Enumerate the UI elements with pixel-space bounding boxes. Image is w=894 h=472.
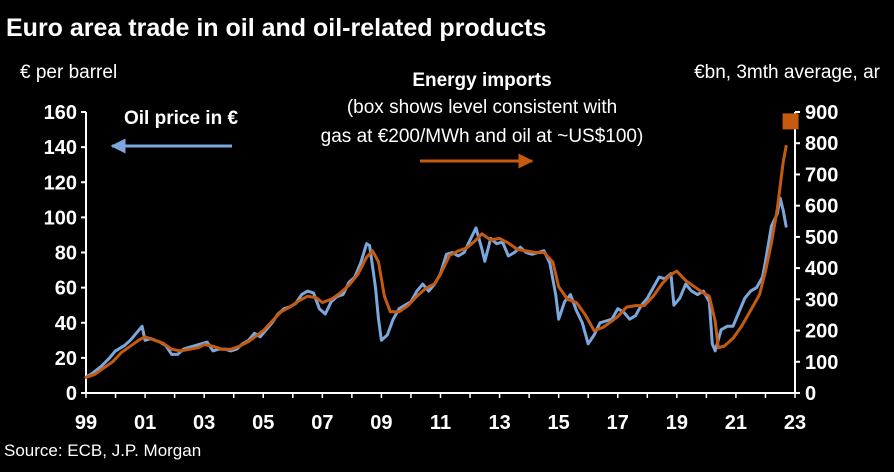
right-tick-label: 600 xyxy=(805,196,838,218)
x-tick-label: 07 xyxy=(311,412,333,434)
right-tick-label: 100 xyxy=(805,352,838,374)
left-tick-label: 100 xyxy=(44,207,77,229)
right-tick-label: 800 xyxy=(805,133,838,155)
right-tick-label: 700 xyxy=(805,164,838,186)
x-tick-label: 11 xyxy=(430,412,451,434)
left-tick-label: 40 xyxy=(55,313,77,335)
left-tick-label: 160 xyxy=(44,102,77,124)
left-tick-label: 80 xyxy=(55,243,77,265)
energy-series-label: Energy imports xyxy=(412,70,551,91)
x-tick-label: 17 xyxy=(607,412,629,434)
oil-series-label: Oil price in € xyxy=(124,108,238,129)
x-tick-label: 03 xyxy=(193,412,215,434)
x-tick-label: 13 xyxy=(488,412,510,434)
target-level-box xyxy=(782,113,799,130)
left-tick-label: 120 xyxy=(44,172,77,194)
x-tick-label: 09 xyxy=(370,412,392,434)
x-tick-label: 21 xyxy=(725,412,747,434)
right-tick-label: 500 xyxy=(805,227,838,249)
energy-note-line1: (box shows level consistent with xyxy=(347,97,617,118)
x-tick-label: 01 xyxy=(134,412,156,434)
right-tick-label: 900 xyxy=(805,102,838,124)
chart-canvas: 0 20 40 60 80 100 120 140 160 0 100 200 300 400 500 600… xyxy=(44,70,839,434)
right-tick-label: 400 xyxy=(805,258,838,280)
left-tick-label: 20 xyxy=(55,348,77,370)
left-tick-label: 0 xyxy=(66,383,77,405)
chart-title: Euro area trade in oil and oil-related p… xyxy=(6,14,547,42)
right-tick-label: 0 xyxy=(805,383,816,405)
energy-imports-line xyxy=(84,144,788,379)
x-tick-label: 99 xyxy=(75,412,97,434)
axes-group: 0 20 40 60 80 100 120 140 160 0 100 200 300 400 500 600… xyxy=(44,102,839,434)
x-tick-label: 23 xyxy=(784,412,806,434)
x-tick-label: 15 xyxy=(548,412,570,434)
right-axis-unit-label: €bn, 3mth average, ar xyxy=(694,62,880,83)
left-tick-label: 60 xyxy=(55,278,77,300)
left-axis-unit-label: € per barrel xyxy=(20,62,118,83)
energy-note-line2: gas at €200/MWh and oil at ~US$100) xyxy=(321,126,644,147)
left-tick-label: 140 xyxy=(44,137,77,159)
oil-price-line xyxy=(84,196,788,379)
x-tick-label: 05 xyxy=(252,412,274,434)
x-tick-label: 19 xyxy=(666,412,688,434)
right-tick-label: 200 xyxy=(805,321,838,343)
source-note: Source: ECB, J.P. Morgan xyxy=(4,441,202,460)
right-tick-label: 300 xyxy=(805,289,838,311)
series-group xyxy=(84,113,799,379)
